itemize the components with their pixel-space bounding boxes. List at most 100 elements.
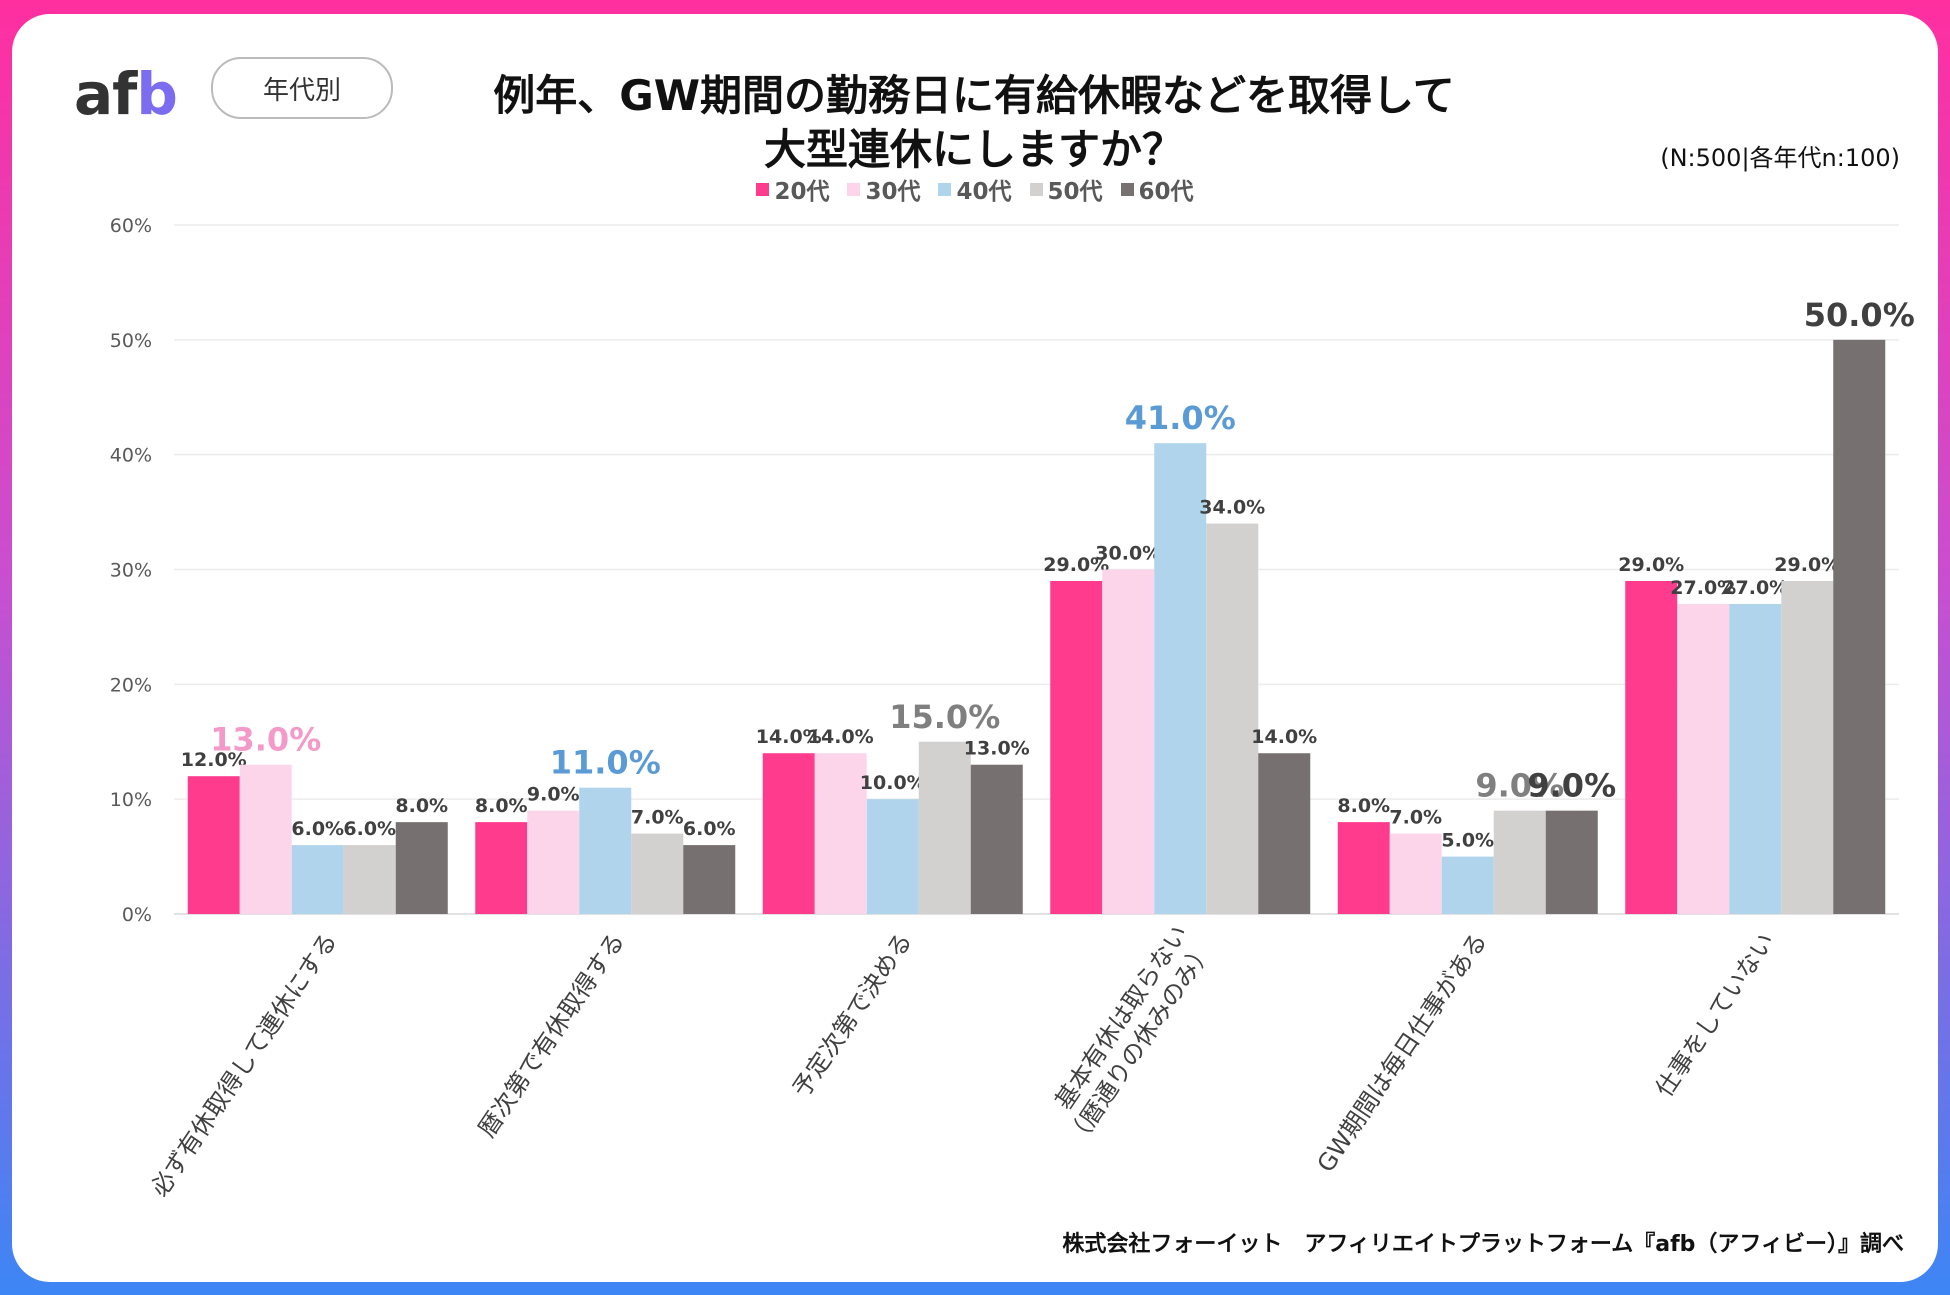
y-tick-label: 50%	[110, 330, 152, 352]
bar-20代-1	[475, 822, 528, 914]
age-group-tag: 年代別	[211, 57, 393, 119]
category-label-group: 基本有休は取らない（暦通りの休みのみ）	[1050, 920, 1219, 1151]
bar-40代-4	[1441, 856, 1494, 914]
category-label: GW期間は毎日仕事がある	[1312, 928, 1493, 1178]
bar-20代-0	[187, 776, 240, 914]
bar-60代-2	[970, 764, 1023, 914]
data-label: 8.0%	[395, 795, 448, 817]
y-tick-label: 60%	[110, 215, 152, 237]
data-label: 29.0%	[1043, 554, 1109, 576]
bar-60代-3	[1258, 753, 1311, 914]
afb-logo: afb	[74, 60, 178, 128]
data-label: 14.0%	[756, 726, 822, 748]
category-label: 仕事をしていない	[1650, 928, 1780, 1102]
category-label-group: 仕事をしていない	[1650, 928, 1780, 1102]
legend-swatch	[847, 182, 861, 196]
legend-item: 60代	[1120, 172, 1194, 206]
bar-60代-1	[683, 845, 736, 914]
y-tick-label: 0%	[122, 904, 152, 926]
data-label: 34.0%	[1199, 497, 1265, 519]
bar-50代-3	[1206, 523, 1259, 914]
bar-60代-5	[1833, 339, 1886, 914]
bar-40代-5	[1729, 603, 1782, 914]
bar-60代-4	[1545, 810, 1598, 914]
data-label: 14.0%	[808, 726, 874, 748]
bar-30代-2	[814, 753, 867, 914]
data-label: 13.0%	[210, 721, 321, 759]
legend: 20代 30代 40代 50代 60代	[0, 172, 1950, 206]
chart-title-line2: 大型連休にしますか？	[763, 125, 1184, 174]
legend-item: 30代	[847, 172, 920, 206]
data-label: 50.0%	[1804, 296, 1915, 334]
data-label: 29.0%	[1774, 554, 1840, 576]
data-label: 9.0%	[527, 784, 580, 806]
category-label: 暦次第で有休取得する	[473, 928, 630, 1143]
legend-item: 50代	[1029, 172, 1103, 206]
bar-30代-1	[527, 810, 580, 914]
bar-50代-4	[1493, 810, 1546, 914]
data-label: 27.0%	[1670, 577, 1736, 599]
legend-swatch	[938, 182, 952, 196]
data-label: 7.0%	[631, 807, 684, 829]
data-label: 14.0%	[1251, 726, 1317, 748]
chart-title-line1: 例年、GW期間の勤務日に有給休暇などを取得して	[493, 71, 1455, 120]
legend-swatch	[1029, 182, 1043, 196]
bar-30代-4	[1389, 833, 1442, 914]
legend-swatch	[756, 182, 770, 196]
bar-20代-3	[1050, 580, 1103, 914]
bar-60代-0	[395, 822, 448, 914]
sample-size-note: (N:500|各年代n:100)	[1660, 144, 1900, 172]
category-label-group: 必ず有休取得して連休にする	[145, 928, 342, 1202]
y-tick-label: 10%	[110, 789, 152, 811]
bar-30代-5	[1677, 603, 1730, 914]
bar-50代-2	[918, 741, 971, 914]
category-label-group: GW期間は毎日仕事がある	[1312, 928, 1493, 1178]
category-label-group: 予定次第で決める	[787, 928, 918, 1103]
legend-label: 20代	[774, 179, 830, 205]
data-label: 6.0%	[683, 818, 736, 840]
data-label: 9.0%	[1475, 767, 1564, 805]
legend-label: 50代	[1047, 179, 1103, 205]
legend-item: 40代	[938, 172, 1012, 206]
data-label: 9.0%	[1527, 767, 1616, 805]
data-label: 30.0%	[1095, 543, 1161, 565]
data-label: 7.0%	[1389, 807, 1442, 829]
data-label: 11.0%	[550, 744, 661, 782]
data-label: 5.0%	[1441, 830, 1494, 852]
bar-40代-2	[866, 799, 919, 914]
source-note: 株式会社フォーイット アフィリエイトプラットフォーム『afb（アフィビー）』調べ	[1062, 1232, 1904, 1257]
bar-40代-1	[579, 787, 632, 914]
bar-20代-5	[1625, 580, 1678, 914]
bar-40代-0	[291, 845, 344, 914]
data-label: 6.0%	[343, 818, 396, 840]
data-label: 8.0%	[1337, 795, 1390, 817]
bar-50代-0	[343, 845, 396, 914]
y-tick-label: 40%	[110, 445, 152, 467]
legend-label: 40代	[956, 179, 1012, 205]
bar-40代-3	[1154, 443, 1207, 914]
category-label-group: 暦次第で有休取得する	[473, 928, 630, 1143]
bar-30代-0	[239, 764, 292, 914]
category-label: 予定次第で決める	[787, 928, 918, 1103]
y-tick-label: 20%	[110, 674, 152, 696]
data-label: 29.0%	[1618, 554, 1684, 576]
data-label: 8.0%	[475, 795, 528, 817]
legend-label: 30代	[865, 179, 921, 205]
data-label: 13.0%	[964, 738, 1030, 760]
y-tick-label: 30%	[110, 560, 152, 582]
bar-20代-4	[1337, 822, 1390, 914]
data-label: 12.0%	[181, 749, 247, 771]
data-label: 6.0%	[291, 818, 344, 840]
legend-label: 60代	[1138, 179, 1194, 205]
bar-20代-2	[762, 753, 815, 914]
bar-50代-5	[1781, 580, 1834, 914]
bar-30代-3	[1102, 569, 1155, 914]
category-label: 必ず有休取得して連休にする	[145, 928, 342, 1202]
data-label: 41.0%	[1125, 399, 1236, 437]
bar-50代-1	[631, 833, 684, 914]
data-label: 15.0%	[889, 698, 1000, 736]
data-label: 27.0%	[1722, 577, 1788, 599]
legend-item: 20代	[756, 172, 829, 206]
legend-swatch	[1120, 182, 1134, 196]
